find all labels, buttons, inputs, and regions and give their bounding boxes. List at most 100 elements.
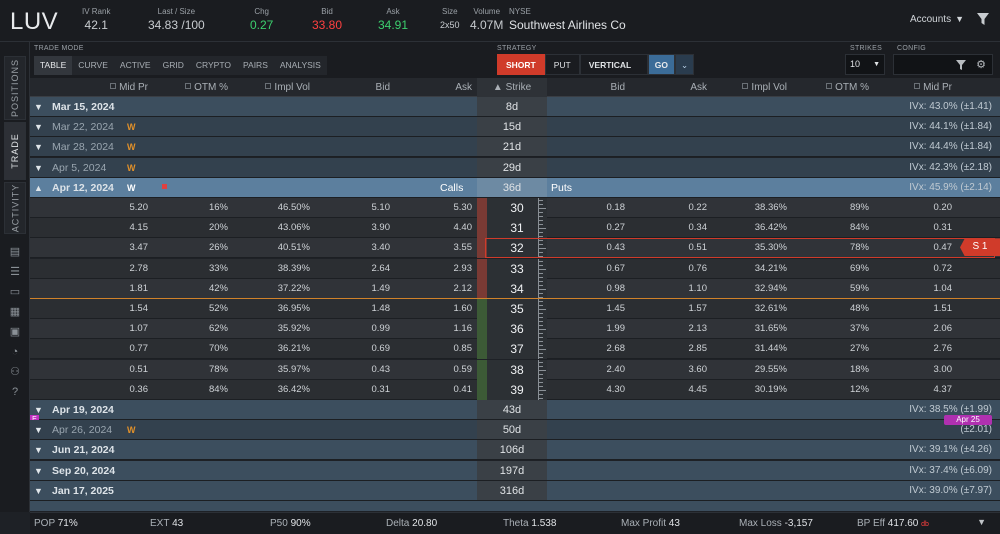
col-put-iv[interactable]: Impl Vol — [725, 78, 787, 97]
strategy-select[interactable]: VERTICAL — [579, 54, 648, 75]
put-iv-cell[interactable]: 36.42% — [754, 222, 787, 234]
earnings-badge[interactable]: E — [30, 415, 39, 425]
call-iv-cell[interactable]: 38.39% — [277, 262, 310, 274]
call-iv-cell[interactable]: 36.42% — [277, 383, 310, 395]
put-bid-cell[interactable]: 1.99 — [606, 323, 626, 335]
call-ask-cell[interactable]: 3.55 — [453, 242, 473, 254]
call-bid-cell[interactable]: 3.90 — [371, 222, 391, 234]
call-ask-cell[interactable]: 2.12 — [453, 282, 473, 294]
col-strike[interactable]: ▲ Strike — [477, 78, 547, 97]
put-ask-cell[interactable]: 0.22 — [688, 202, 708, 213]
put-otm-cell[interactable]: 78% — [849, 242, 869, 254]
put-otm-cell[interactable]: 69% — [849, 262, 869, 274]
put-ask-cell[interactable]: 2.13 — [688, 323, 708, 335]
tab-activity[interactable]: ACTIVITY — [4, 182, 26, 234]
put-otm-cell[interactable]: 59% — [849, 282, 869, 294]
call-bid-cell[interactable]: 0.69 — [371, 343, 391, 355]
put-bid-cell[interactable]: 2.68 — [606, 343, 626, 355]
put-bid-cell[interactable]: 0.27 — [606, 222, 626, 234]
call-mid-cell[interactable]: 0.36 — [129, 383, 149, 395]
put-iv-cell[interactable]: 38.36% — [754, 202, 787, 213]
put-bid-cell[interactable]: 2.40 — [606, 363, 626, 375]
put-mid-cell[interactable]: 1.04 — [933, 282, 953, 294]
call-otm-cell[interactable]: 84% — [208, 383, 228, 395]
help-icon[interactable]: ? — [11, 386, 19, 398]
call-bid-cell[interactable]: 0.43 — [371, 363, 391, 375]
put-mid-cell[interactable]: 2.76 — [933, 343, 953, 355]
expiration-row[interactable]: ▼ Jun 21, 2024 106d IVx: 39.1% (±4.26) — [30, 440, 1000, 461]
strike-row[interactable]: 0.36 84% 36.42% 0.31 0.41 4.30 4.45 30.19% 12% 4.… — [30, 379, 1000, 400]
call-otm-cell[interactable]: 42% — [208, 282, 228, 294]
col-put-mid[interactable]: Mid Pr — [900, 78, 952, 97]
chevron-down-icon[interactable]: ▼ — [34, 445, 43, 456]
call-mid-cell[interactable]: 0.77 — [129, 343, 149, 355]
call-bid-cell[interactable]: 5.10 — [371, 202, 391, 213]
strike-price[interactable]: 35 — [487, 299, 547, 319]
call-ask-cell[interactable]: 1.60 — [453, 303, 473, 314]
call-ask-cell[interactable]: 4.40 — [453, 222, 473, 234]
list-icon[interactable]: ☰ — [10, 266, 20, 278]
call-iv-cell[interactable]: 35.97% — [277, 363, 310, 375]
accounts-dropdown[interactable]: Accounts ▼ — [910, 14, 964, 25]
call-mid-cell[interactable]: 1.07 — [129, 323, 149, 335]
call-bid-cell[interactable]: 1.48 — [371, 303, 391, 314]
strike-price[interactable]: 37 — [487, 339, 547, 360]
tab-pairs[interactable]: PAIRS — [242, 60, 268, 70]
put-iv-cell[interactable]: 34.21% — [754, 262, 787, 274]
put-iv-cell[interactable]: 29.55% — [754, 363, 787, 375]
put-otm-cell[interactable]: 48% — [849, 303, 869, 314]
selected-leg-label[interactable]: S 1 — [960, 238, 1000, 257]
expiration-row[interactable]: ▼ Apr 5, 2024 W 29d IVx: 42.3% (±2.18) — [30, 157, 1000, 178]
call-iv-cell[interactable]: 40.51% — [277, 242, 310, 254]
put-otm-cell[interactable]: 84% — [849, 222, 869, 234]
put-mid-cell[interactable]: 4.37 — [933, 383, 953, 395]
put-otm-cell[interactable]: 18% — [849, 363, 869, 375]
expiration-row[interactable]: ▼ Apr 26, 2024 W 50d (±2.01) Apr 25 — [30, 415, 1000, 441]
strike-row[interactable]: 1.07 62% 35.92% 0.99 1.16 1.99 2.13 31.65% 37% 2.… — [30, 319, 1000, 340]
chevron-up-icon[interactable]: ▲ — [34, 182, 43, 193]
call-otm-cell[interactable]: 78% — [208, 363, 228, 375]
put-bid-cell[interactable]: 0.98 — [606, 282, 626, 294]
col-put-bid[interactable]: Bid — [610, 82, 625, 93]
put-mid-cell[interactable]: 0.20 — [933, 202, 953, 213]
call-bid-cell[interactable]: 0.31 — [371, 383, 391, 395]
call-bid-cell[interactable]: 1.49 — [371, 282, 391, 294]
strike-row[interactable]: 2.78 33% 38.39% 2.64 2.93 0.67 0.76 34.21% 69% 0.… — [30, 258, 1000, 279]
call-iv-cell[interactable]: 36.95% — [277, 303, 310, 314]
put-ask-cell[interactable]: 0.51 — [688, 242, 708, 254]
expiration-row[interactable]: ▼ Apr 19, 2024 43d IVx: 38.5% (±1.99) E — [30, 400, 1000, 425]
call-otm-cell[interactable]: 62% — [208, 323, 228, 335]
call-otm-cell[interactable]: 20% — [208, 222, 228, 234]
tab-crypto[interactable]: CRYPTO — [195, 60, 231, 70]
filter-icon[interactable] — [956, 59, 966, 71]
put-iv-cell[interactable]: 35.30% — [754, 242, 787, 254]
expiration-row[interactable]: ▲ Apr 12, 2024 W 36d IVx: 45.9% (±2.14) Calls… — [30, 177, 1000, 198]
chevron-down-icon[interactable]: ▼ — [34, 465, 43, 476]
call-iv-cell[interactable]: 36.21% — [277, 343, 310, 355]
gear-icon[interactable]: ⚙ — [976, 59, 986, 71]
put-mid-cell[interactable]: 2.06 — [933, 323, 953, 335]
call-otm-cell[interactable]: 26% — [208, 242, 228, 254]
strike-row[interactable]: 0.77 70% 36.21% 0.69 0.85 2.68 2.85 31.44% 27% 2.… — [30, 339, 1000, 360]
chevron-down-icon[interactable]: ▼ — [977, 517, 986, 527]
tab-table[interactable]: TABLE — [34, 56, 73, 75]
strike-row[interactable]: 1.81 42% 37.22% 1.49 2.12 0.98 1.10 32.94% 59% 1.… — [30, 278, 1000, 299]
strike-row[interactable]: 5.20 16% 46.50% 5.10 5.30 0.18 0.22 38.36% 89% 0.… — [30, 198, 1000, 218]
call-mid-cell[interactable]: 4.15 — [129, 222, 149, 234]
call-iv-cell[interactable]: 46.50% — [277, 202, 310, 213]
col-call-mid[interactable]: Mid Pr — [90, 78, 148, 97]
put-ask-cell[interactable]: 0.76 — [688, 262, 708, 274]
chevron-down-icon[interactable]: ⌄ — [674, 54, 695, 75]
put-bid-cell[interactable]: 4.30 — [606, 383, 626, 395]
col-call-bid[interactable]: Bid — [375, 82, 390, 93]
put-mid-cell[interactable]: 0.47 — [933, 242, 953, 254]
strike-price[interactable]: 30 — [487, 198, 547, 218]
tab-trade[interactable]: TRADE — [4, 122, 26, 180]
call-mid-cell[interactable]: 1.54 — [129, 303, 149, 314]
tab-positions[interactable]: POSITIONS — [4, 56, 26, 120]
strikes-select[interactable]: 10 ▼ — [845, 54, 885, 75]
document-icon[interactable]: ▤ — [9, 246, 21, 258]
expiration-row[interactable]: ▼ Mar 22, 2024 W 15d IVx: 44.1% (±1.84) — [30, 117, 1000, 138]
call-iv-cell[interactable]: 35.92% — [277, 323, 310, 335]
call-mid-cell[interactable]: 2.78 — [129, 262, 149, 274]
